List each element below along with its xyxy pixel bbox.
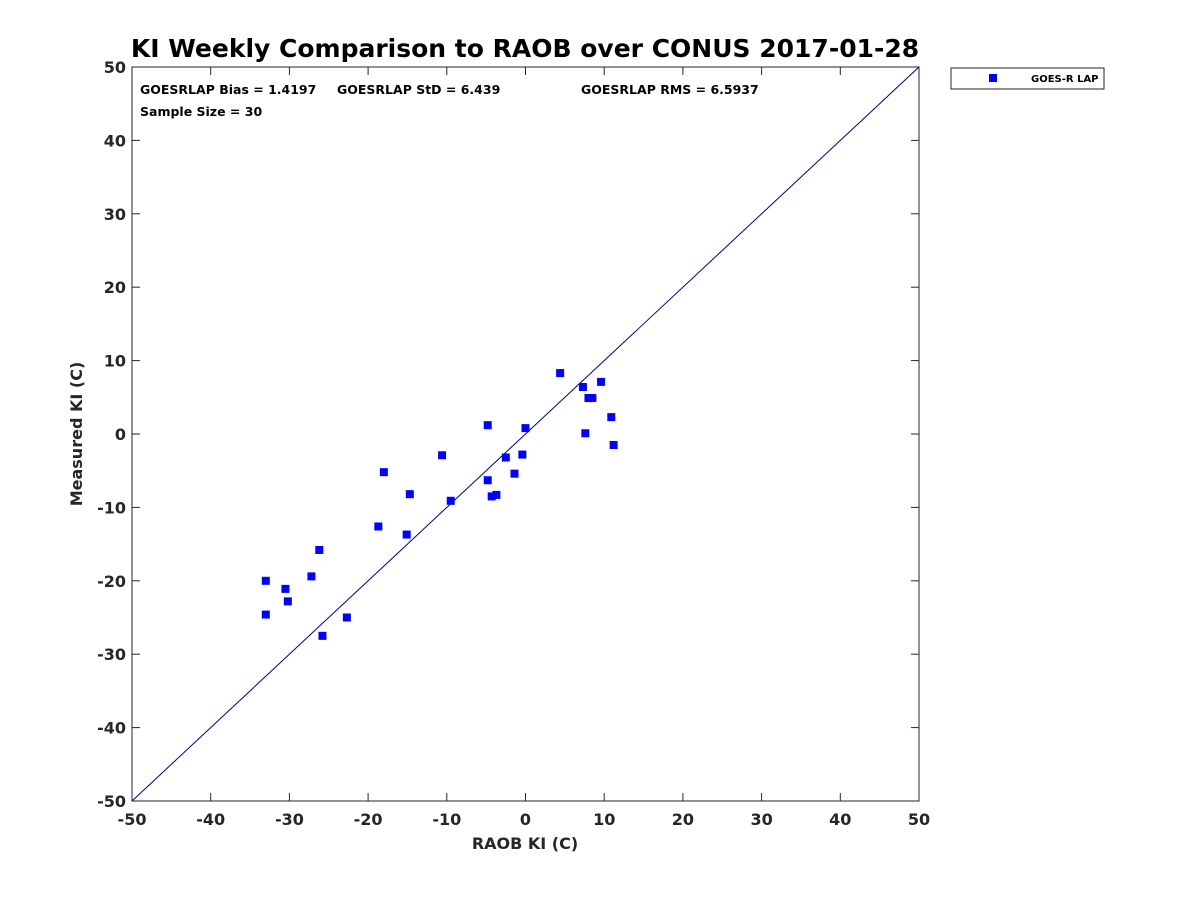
std-annotation: GOESRLAP StD = 6.439 <box>337 82 500 97</box>
x-tick-label: 40 <box>829 810 851 829</box>
data-point <box>379 468 388 477</box>
y-tick-label: -20 <box>97 572 126 591</box>
sample-size-annotation: Sample Size = 30 <box>140 104 262 119</box>
x-tick-label: 10 <box>593 810 615 829</box>
x-tick-label: 30 <box>750 810 772 829</box>
x-tick-label: 20 <box>672 810 694 829</box>
data-point <box>402 530 411 539</box>
y-tick-label: 0 <box>115 425 126 444</box>
data-point <box>483 476 492 485</box>
data-point <box>597 377 606 386</box>
data-point <box>607 413 616 422</box>
y-tick-label: -40 <box>97 719 126 738</box>
data-point <box>374 522 383 531</box>
data-point <box>261 610 270 619</box>
data-point <box>581 429 590 438</box>
y-tick-label: 40 <box>104 131 126 150</box>
data-point <box>261 576 270 585</box>
x-axis: -50 -40 -30 -20 -10 0 10 20 30 40 50 <box>118 67 930 829</box>
data-point <box>318 631 327 640</box>
legend-box <box>950 67 1105 90</box>
x-tick-label: -40 <box>196 810 225 829</box>
data-point <box>307 572 316 581</box>
x-tick-label: -20 <box>354 810 383 829</box>
reference-line-layer <box>131 66 920 802</box>
data-point <box>405 490 414 499</box>
data-point <box>283 597 292 606</box>
data-point <box>578 383 587 392</box>
y-tick-label: 50 <box>104 58 126 77</box>
x-axis-label: RAOB KI (C) <box>472 834 578 853</box>
data-point <box>438 451 447 460</box>
data-point <box>521 424 530 433</box>
y-tick-label: -30 <box>97 645 126 664</box>
y-tick-label: -10 <box>97 498 126 517</box>
x-tick-label: -10 <box>432 810 461 829</box>
x-tick-label: 50 <box>908 810 930 829</box>
y-tick-label: -50 <box>97 792 126 811</box>
data-point <box>315 545 324 554</box>
one-to-one-line <box>131 66 920 802</box>
data-point <box>487 492 496 501</box>
y-tick-label: 20 <box>104 278 126 297</box>
y-axis-label: Measured KI (C) <box>67 362 86 507</box>
x-tick-label: -50 <box>118 810 147 829</box>
chart-title: KI Weekly Comparison to RAOB over CONUS … <box>131 34 919 63</box>
data-point <box>588 394 597 403</box>
data-point <box>342 613 351 622</box>
data-point <box>510 469 519 478</box>
data-point <box>609 441 618 450</box>
data-point <box>483 421 492 430</box>
legend: GOES-R LAP <box>950 67 1105 90</box>
y-axis: -50 -40 -30 -20 -10 0 10 20 30 40 50 <box>97 58 919 811</box>
legend-marker <box>989 74 997 82</box>
data-point <box>492 490 501 499</box>
points-layer <box>261 369 618 640</box>
x-tick-label: -30 <box>275 810 304 829</box>
data-point <box>281 584 290 593</box>
legend-label: GOES-R LAP <box>1031 74 1099 85</box>
x-tick-label: 0 <box>520 810 531 829</box>
y-tick-label: 10 <box>104 352 126 371</box>
data-point <box>501 453 510 462</box>
data-point <box>518 450 527 459</box>
data-point <box>446 496 455 505</box>
y-tick-label: 30 <box>104 205 126 224</box>
rms-annotation: GOESRLAP RMS = 6.5937 <box>581 82 759 97</box>
data-point <box>556 369 565 378</box>
bias-annotation: GOESRLAP Bias = 1.4197 <box>140 82 316 97</box>
